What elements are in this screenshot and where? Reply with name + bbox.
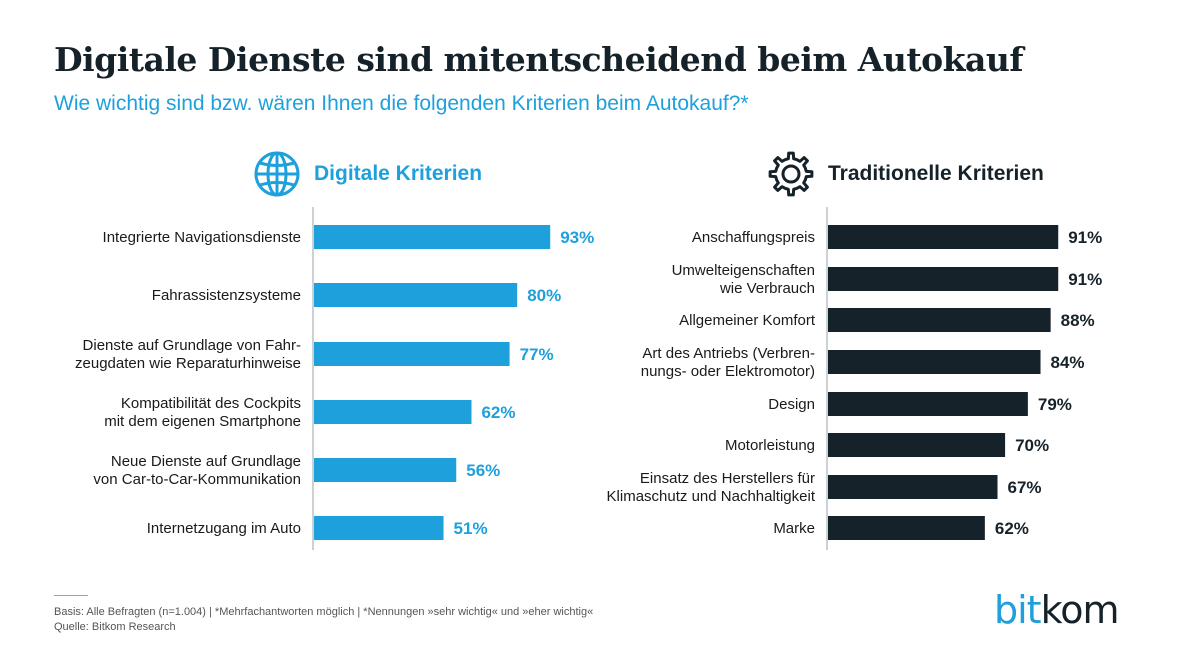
traditional-bar xyxy=(828,475,998,499)
footer-source: Quelle: Bitkom Research xyxy=(54,621,176,633)
traditional-category-label: Allgemeiner Komfort xyxy=(679,312,816,329)
globe-icon xyxy=(254,151,300,197)
digital-value-label: 56% xyxy=(466,461,500,480)
traditional-category-label: Umwelteigenschaften wie Verbrauch xyxy=(672,262,815,297)
traditional-category-label: Motorleistung xyxy=(725,437,815,454)
digital-bar xyxy=(314,458,457,482)
traditional-category-label: Design xyxy=(768,396,815,413)
traditional-criteria-header: Traditionelle Kriterien xyxy=(766,149,1044,199)
footer-notes: Basis: Alle Befragten (n=1.004) | *Mehrf… xyxy=(54,605,593,635)
logo-part-bit: bit xyxy=(994,588,1042,632)
digital-value-label: 51% xyxy=(454,519,488,538)
digital-bar xyxy=(314,342,510,366)
traditional-value-label: 70% xyxy=(1015,436,1049,455)
digital-value-label: 93% xyxy=(560,228,594,247)
page-title: Digitale Dienste sind mitentscheidend be… xyxy=(54,40,1024,79)
traditional-criteria-title: Traditionelle Kriterien xyxy=(828,162,1044,185)
traditional-category-label: Einsatz des Herstellers für Klimaschutz u… xyxy=(607,470,816,505)
traditional-bar xyxy=(828,392,1028,416)
gear-icon xyxy=(768,151,814,197)
logo-part-kom: kom xyxy=(1040,588,1120,632)
digital-bar xyxy=(314,516,444,540)
traditional-category-label: Anschaffungspreis xyxy=(692,229,815,246)
footer-basis: Basis: Alle Befragten (n=1.004) | *Mehrf… xyxy=(54,606,594,618)
traditional-bar xyxy=(828,516,985,540)
bitkom-logo: bitkom xyxy=(994,588,1119,632)
digital-category-label: Integrierte Navigationsdienste xyxy=(103,229,301,246)
traditional-category-label: Marke xyxy=(773,520,815,537)
traditional-value-label: 84% xyxy=(1051,353,1085,372)
digital-criteria-title: Digitale Kriterien xyxy=(314,162,483,185)
traditional-bar xyxy=(828,308,1051,332)
digital-criteria-header: Digitale Kriterien xyxy=(252,149,482,199)
digital-category-label: Internetzugang im Auto xyxy=(147,520,301,537)
digital-category-label: Kompatibilität des Cockpits mit dem eigen… xyxy=(104,395,301,430)
traditional-bar xyxy=(828,267,1059,291)
traditional-value-label: 67% xyxy=(1008,478,1042,497)
traditional-bar xyxy=(828,225,1059,249)
digital-value-label: 77% xyxy=(520,345,554,364)
traditional-bar xyxy=(828,433,1006,457)
digital-category-label: Neue Dienste auf Grundlage von Car-to-Car… xyxy=(93,453,301,488)
digital-bar xyxy=(314,283,518,307)
page-subtitle: Wie wichtig sind bzw. wären Ihnen die fo… xyxy=(54,92,749,115)
traditional-value-label: 79% xyxy=(1038,395,1072,414)
traditional-bar xyxy=(828,350,1041,374)
digital-bar xyxy=(314,400,472,424)
traditional-value-label: 91% xyxy=(1068,270,1102,289)
traditional-value-label: 91% xyxy=(1068,228,1102,247)
digital-value-label: 62% xyxy=(481,403,515,422)
footer-divider xyxy=(54,595,88,596)
digital-bar xyxy=(314,225,551,249)
digital-category-label: Fahrassistenzsysteme xyxy=(152,287,301,304)
traditional-value-label: 88% xyxy=(1061,311,1095,330)
traditional-category-label: Art des Antriebs (Verbren-nungs- oder El… xyxy=(641,345,815,380)
traditional-value-label: 62% xyxy=(995,519,1029,538)
digital-value-label: 80% xyxy=(527,286,561,305)
digital-category-label: Dienste auf Grundlage von Fahr-zeugdaten… xyxy=(75,337,301,372)
